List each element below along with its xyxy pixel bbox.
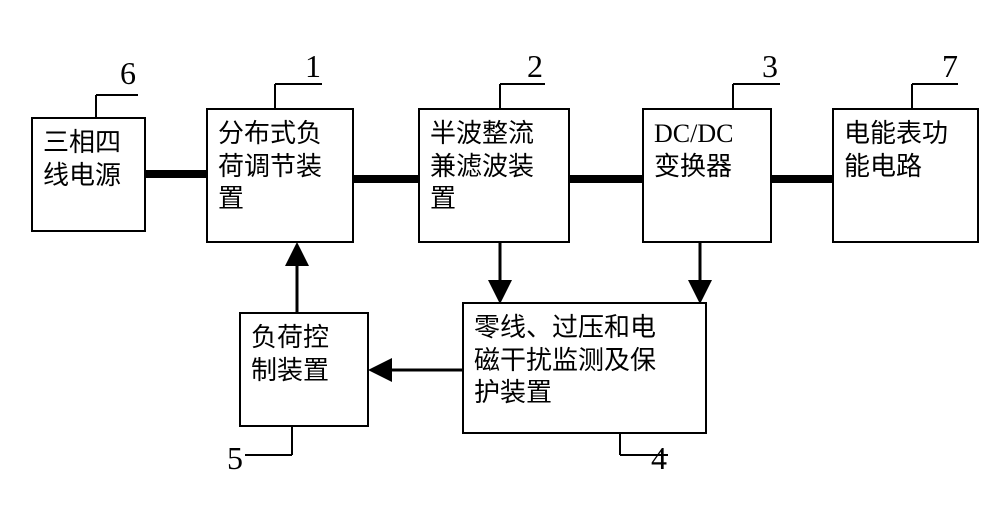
label-4: 4: [651, 440, 667, 477]
leader-4: [0, 0, 800, 508]
label-7: 7: [942, 48, 958, 85]
